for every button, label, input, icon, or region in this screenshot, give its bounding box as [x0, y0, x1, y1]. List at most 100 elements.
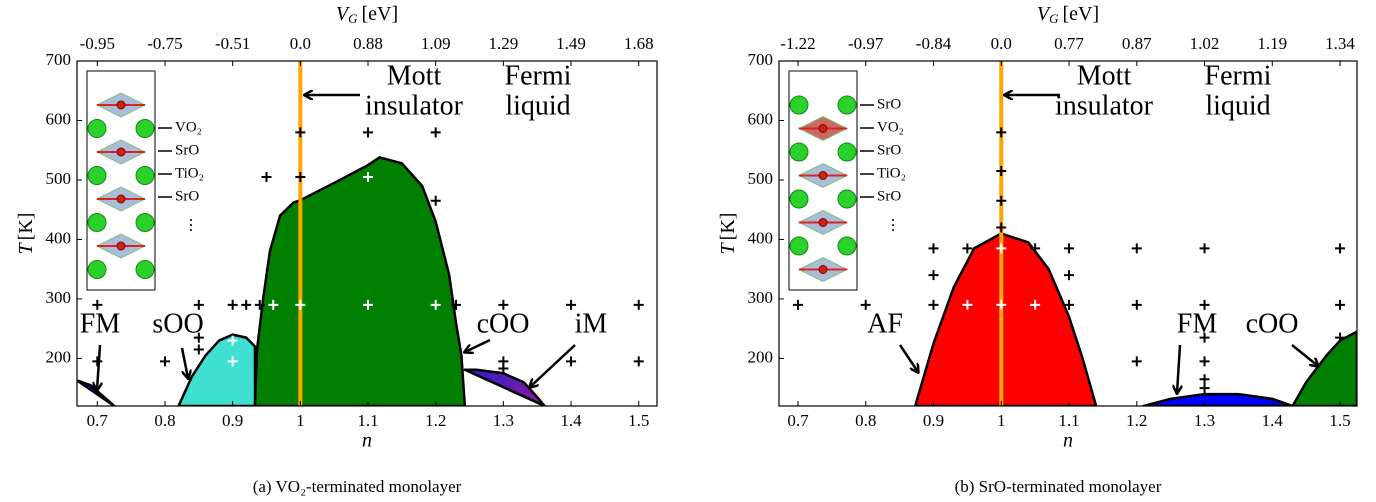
top-x-tick-label: -1.22 — [780, 34, 815, 53]
y-tick-label: 400 — [46, 228, 72, 247]
caption: (b) SrO-terminated monolayer — [955, 477, 1162, 496]
x-tick-label: 0.8 — [154, 411, 175, 430]
x-tick-label: 1 — [997, 411, 1006, 430]
x-tick-label: 0.9 — [222, 411, 243, 430]
annotation-arrow — [180, 347, 188, 378]
data-point — [498, 299, 509, 310]
layer-label: ⋮ — [886, 217, 901, 233]
x-tick-label: 1 — [296, 411, 305, 430]
sr-atom — [789, 189, 809, 209]
data-point — [962, 299, 973, 310]
data-point — [928, 270, 939, 281]
sr-atom — [789, 142, 809, 162]
sr-atom — [135, 166, 155, 185]
x-axis-label: n — [1063, 430, 1073, 452]
data-point — [430, 299, 441, 310]
data-point — [295, 127, 306, 138]
top-x-tick-label: -0.51 — [215, 34, 250, 53]
annotation: Fermi — [1205, 60, 1272, 91]
top-axis-unit: [eV] — [1062, 3, 1099, 25]
annotation: Mott — [387, 60, 442, 91]
layer-label: VO₂ — [877, 119, 904, 135]
x-tick-label: 0.7 — [787, 411, 809, 430]
data-point — [261, 171, 272, 182]
y-tick-label: 600 — [748, 109, 774, 128]
layer-label: TiO₂ — [877, 165, 906, 181]
annotation: sOO — [152, 308, 203, 339]
data-point — [1064, 299, 1075, 310]
top-x-tick-label: 0.87 — [1122, 34, 1152, 53]
top-x-tick-label: -0.97 — [848, 34, 884, 53]
crystal-structure — [789, 95, 857, 283]
top-axis-subscript: G — [348, 11, 358, 26]
b-atom — [818, 171, 828, 180]
annotation: insulator — [365, 90, 464, 121]
x-tick-label: 1.2 — [1126, 411, 1147, 430]
data-point — [928, 299, 939, 310]
phase-region — [463, 368, 546, 406]
top-x-tick-label: 1.49 — [556, 34, 586, 53]
top-x-tick-label: 0.77 — [1054, 34, 1084, 53]
data-point — [996, 299, 1007, 310]
data-point — [1335, 243, 1346, 254]
y-tick-label: 600 — [46, 109, 72, 128]
top-x-tick-label: 1.29 — [488, 34, 518, 53]
y-tick-label: 300 — [46, 288, 72, 307]
data-point — [92, 356, 103, 367]
sr-atom — [789, 95, 809, 115]
data-point — [962, 243, 973, 254]
data-point — [1030, 243, 1041, 254]
data-point — [498, 363, 509, 374]
y-tick-label: 500 — [46, 169, 72, 188]
layer-label: SrO — [877, 96, 901, 112]
phase-region — [177, 333, 257, 406]
y-tick-label: 200 — [748, 347, 774, 366]
plot-area — [77, 61, 644, 406]
caption: (a) VO₂-terminated monolayer — [253, 477, 462, 496]
data-point — [227, 356, 238, 367]
annotation: cOO — [477, 308, 530, 339]
annotation: liquid — [1205, 90, 1270, 121]
crystal-structure — [87, 92, 155, 279]
b-atom — [818, 218, 828, 227]
data-point — [193, 299, 204, 310]
plot-frame — [778, 60, 1358, 407]
x-tick-label: 1.5 — [628, 411, 649, 430]
data-point — [450, 299, 461, 310]
annotation: Fermi — [505, 60, 572, 91]
data-point — [1199, 299, 1210, 310]
x-tick-label: 1.3 — [493, 411, 514, 430]
data-point — [792, 299, 803, 310]
y-axis-symbol: T — [15, 241, 37, 254]
data-point — [1131, 299, 1142, 310]
b-atom — [116, 100, 126, 110]
data-point — [430, 127, 441, 138]
plot-frame — [76, 60, 658, 407]
data-point — [363, 127, 374, 138]
annotation-arrow — [898, 344, 918, 372]
y-axis-label: T[K] — [717, 213, 739, 255]
annotation: cOO — [1246, 308, 1299, 339]
y-tick-label: 300 — [748, 288, 774, 307]
y-tick-label: 700 — [46, 50, 72, 69]
data-point — [1030, 299, 1041, 310]
sr-atom — [87, 260, 107, 279]
data-point — [1199, 332, 1210, 343]
top-axis-label: VG [eV] — [336, 3, 398, 26]
x-axis-label: n — [362, 430, 372, 452]
layer-label: SrO — [877, 142, 901, 158]
y-axis-unit: [K] — [717, 213, 739, 241]
sr-atom — [135, 213, 155, 232]
top-x-tick-label: 1.19 — [1257, 34, 1287, 53]
top-x-tick-label: 0.0 — [290, 34, 311, 53]
data-point — [92, 299, 103, 310]
data-point — [996, 222, 1007, 233]
annotation: insulator — [1055, 90, 1154, 121]
sr-atom — [87, 166, 107, 185]
x-tick-label: 0.7 — [87, 411, 109, 430]
annotation-arrow — [97, 344, 100, 390]
annotation: AF — [867, 308, 903, 339]
data-point — [268, 299, 279, 310]
annotation-arrow — [1291, 344, 1318, 366]
layer-label: SrO — [877, 188, 901, 204]
